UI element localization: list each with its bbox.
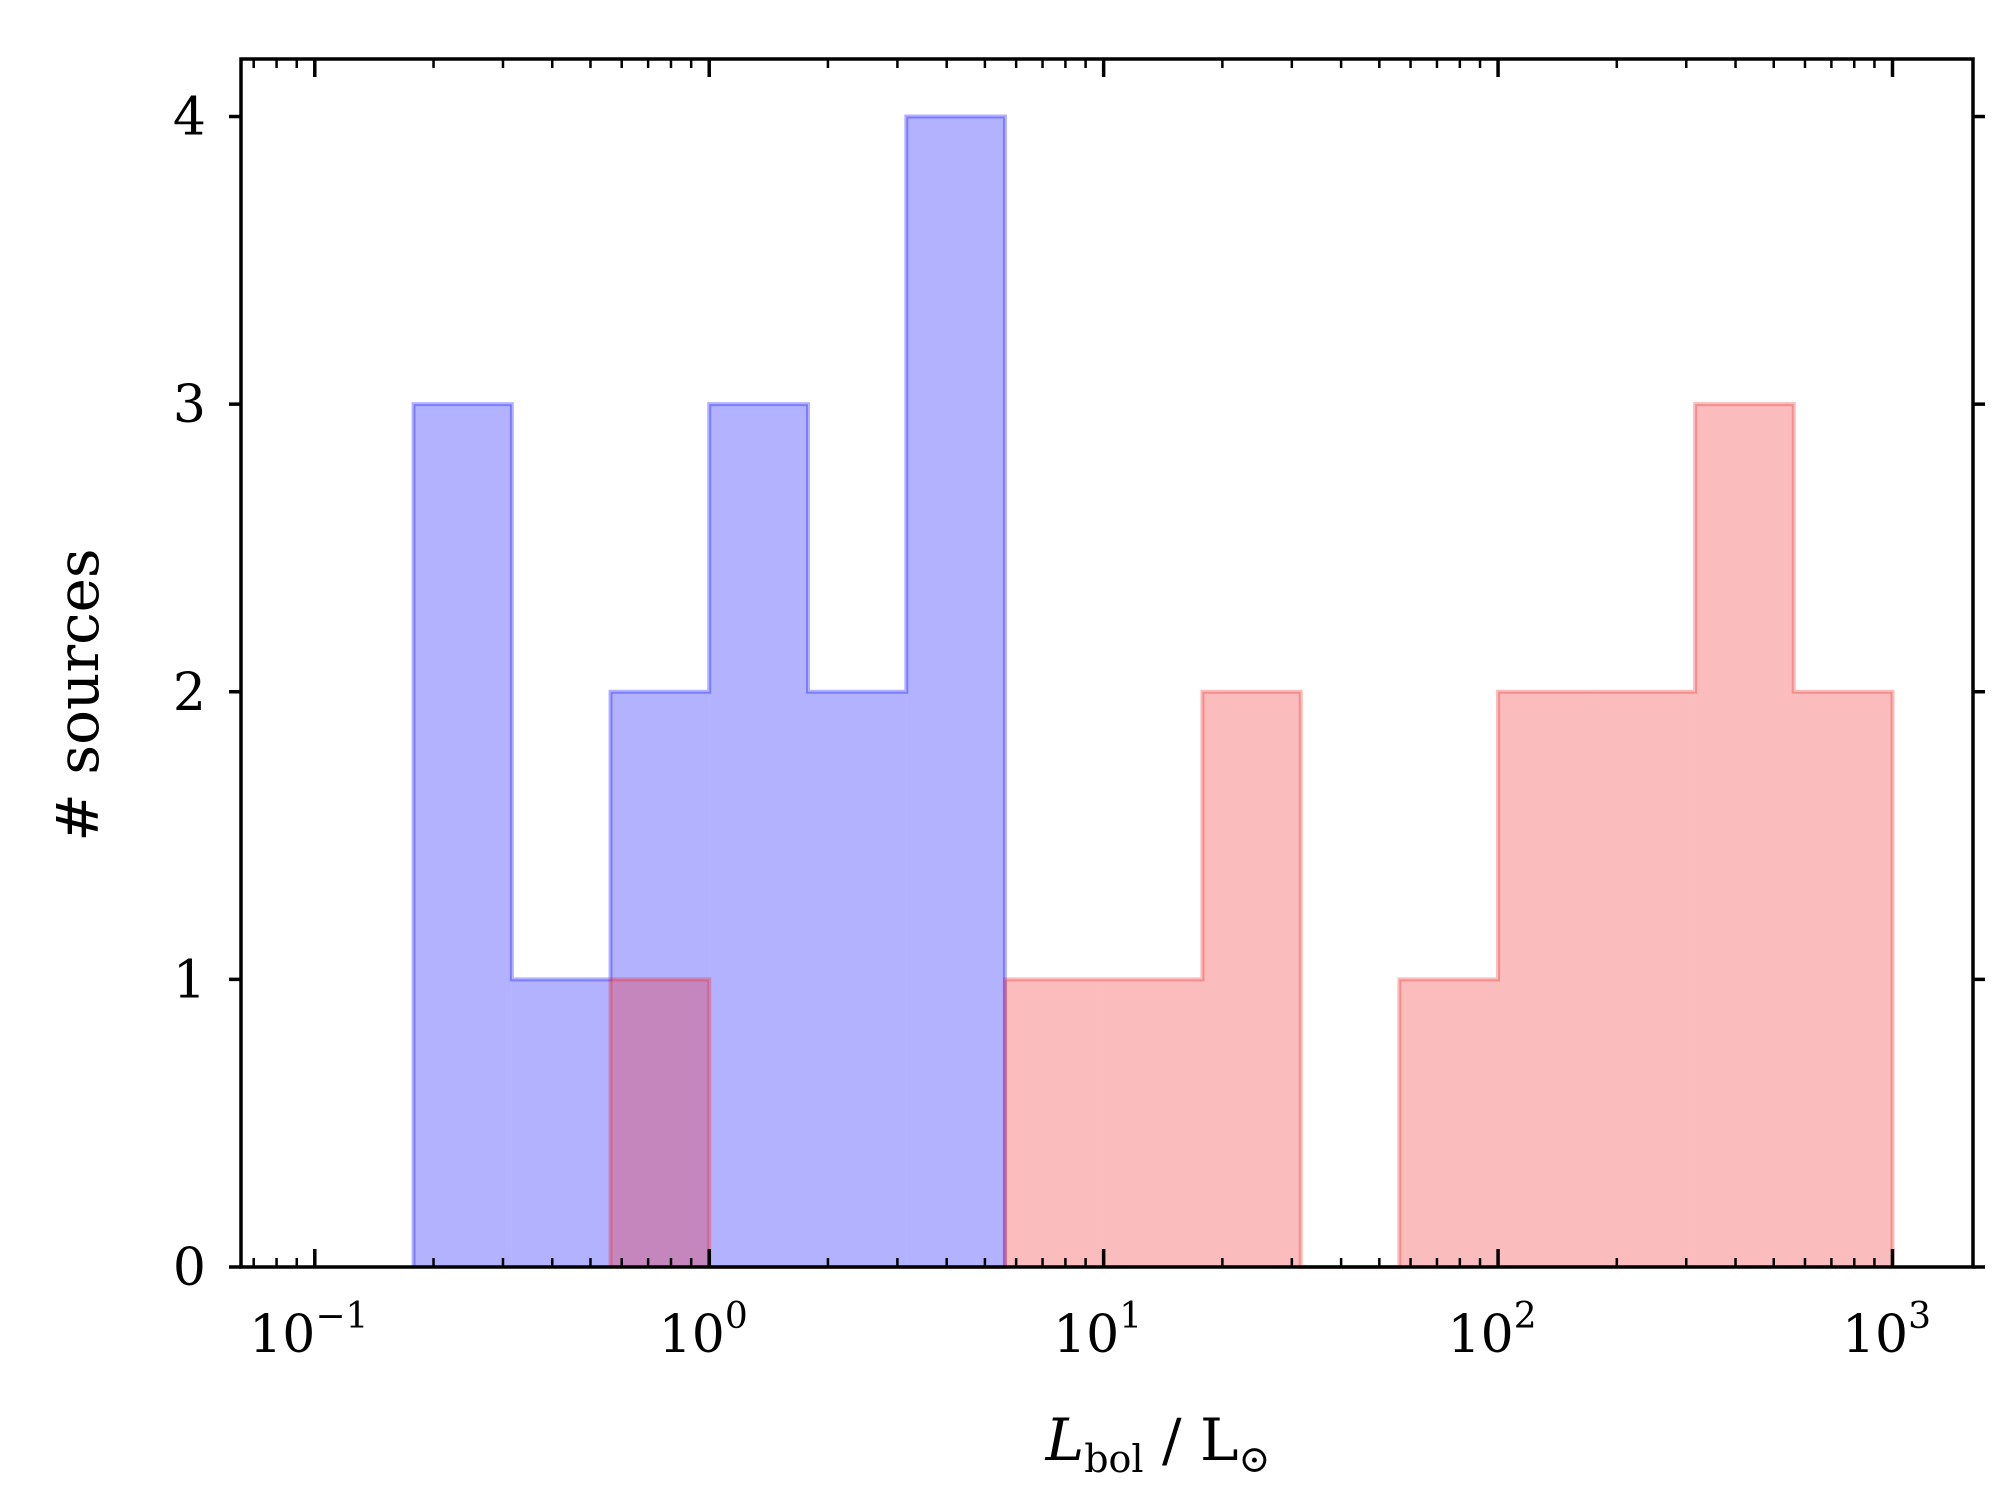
x-axis-label-sun: ⊙ (1238, 1437, 1270, 1481)
histogram-bar (1498, 691, 1597, 1267)
tick-labels: 10−1 100 101 102 103 0 1 2 3 4 (173, 88, 1931, 1365)
histogram-bar (709, 404, 808, 1268)
histogram-bar (906, 116, 1005, 1268)
histogram-bar (807, 691, 907, 1267)
histogram-bar (1004, 979, 1104, 1267)
histogram-bar (1103, 979, 1203, 1267)
y-tick-label: 0 (173, 1238, 206, 1298)
x-tick-label: 103 (1842, 1296, 1931, 1365)
histogram-bar (610, 691, 710, 1267)
histogram-bar (1399, 979, 1499, 1267)
x-axis-label-main: L (1045, 1406, 1085, 1474)
histogram-outline (411, 114, 1007, 1267)
y-tick-label: 2 (173, 663, 206, 723)
y-tick-label: 1 (173, 950, 206, 1010)
histogram-bar (1596, 691, 1696, 1267)
x-tick-label: 102 (1448, 1296, 1537, 1365)
histogram-bar (1793, 691, 1893, 1267)
histogram-bar (511, 979, 611, 1267)
histogram-bar (1695, 404, 1794, 1268)
x-axis-label: Lbol / L⊙ (1045, 1406, 1271, 1481)
y-tick-label: 4 (173, 88, 206, 148)
histogram-bars (411, 114, 1895, 1269)
series-2 (608, 402, 1895, 1269)
x-tick-label: 101 (1053, 1296, 1142, 1365)
x-axis-label-sep: / L (1144, 1406, 1239, 1474)
histogram-bar (413, 404, 512, 1268)
x-tick-label: 100 (659, 1296, 748, 1365)
histogram-bar (1202, 691, 1301, 1267)
series-1 (411, 114, 1007, 1268)
x-tick-label: 10−1 (249, 1296, 368, 1365)
y-axis-label: # sources (44, 548, 112, 841)
histogram-bar (610, 979, 710, 1267)
x-axis-label-sub: bol (1084, 1437, 1143, 1481)
plot-frame (239, 57, 1975, 1269)
y-tick-label: 3 (173, 375, 206, 435)
